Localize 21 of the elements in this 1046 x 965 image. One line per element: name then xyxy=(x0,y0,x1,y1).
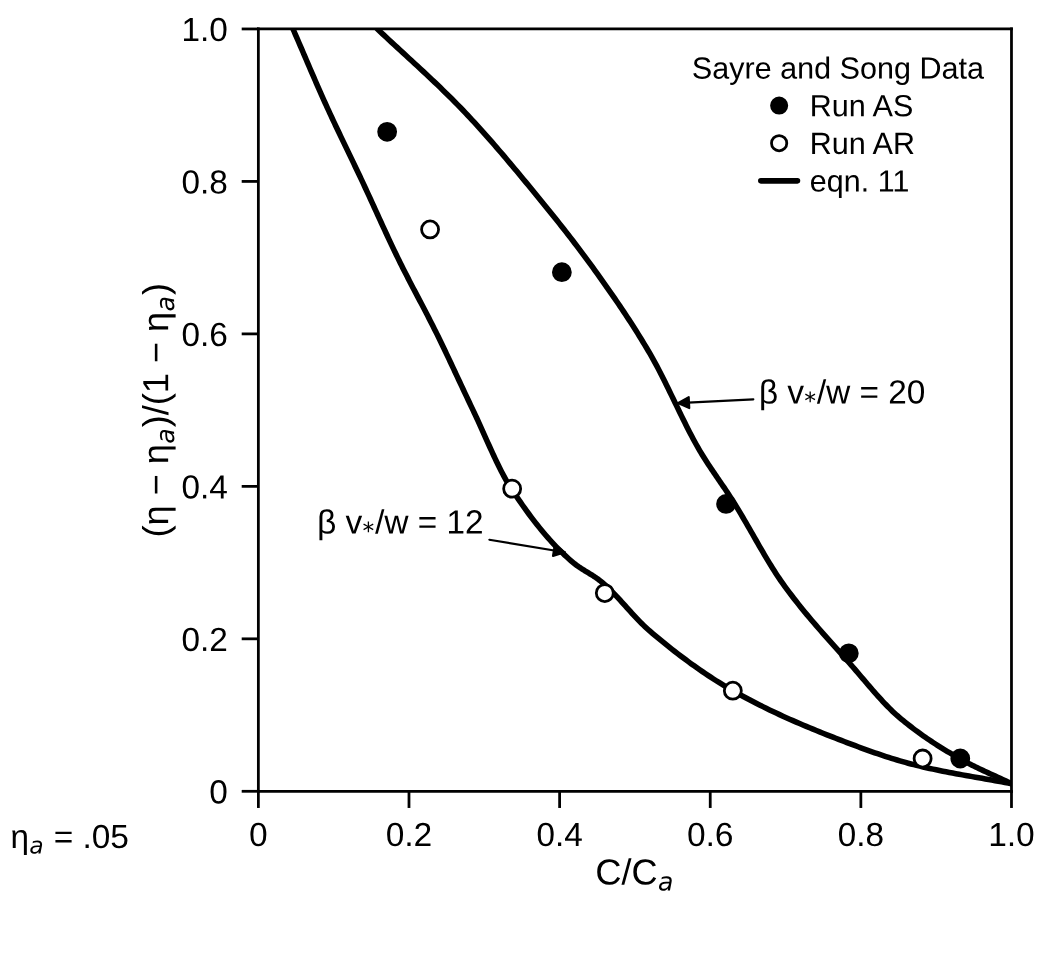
annotation: β v$_{*}$/w = 20 xyxy=(761,379,925,411)
x-tick-label: 0.2 xyxy=(387,822,431,847)
y-tick-label: 0 xyxy=(210,780,227,804)
x-tick-label: 1.0 xyxy=(990,822,1034,847)
legend-label: Run AR xyxy=(812,132,914,155)
text: η$_{a}$ = .05 xyxy=(12,824,128,855)
legend-title: Sayre and Song Data xyxy=(693,56,984,85)
y-tick-label: 0.4 xyxy=(182,475,227,499)
x-tick-label: 0 xyxy=(250,822,267,847)
x-tick-label: 0.8 xyxy=(838,822,883,847)
y-tick-label: 0.6 xyxy=(182,322,227,347)
x-tick-label: 0.4 xyxy=(537,822,582,847)
y-axis-title: (η − η$_{a}$)/(1 − η$_{a}$) xyxy=(141,285,176,536)
y-tick-label: 1.0 xyxy=(184,17,227,42)
x-tick-label: 0.6 xyxy=(688,822,732,847)
y-tick-label: 0.8 xyxy=(182,170,227,194)
x-axis-title: C/C$_{a}$ xyxy=(597,858,672,891)
annotation: β v$_{*}$/w = 12 xyxy=(319,509,482,541)
legend-label: eqn. 11 xyxy=(810,170,908,198)
legend-label: Run AS xyxy=(812,94,912,117)
y-tick-label: 0.2 xyxy=(182,627,227,652)
